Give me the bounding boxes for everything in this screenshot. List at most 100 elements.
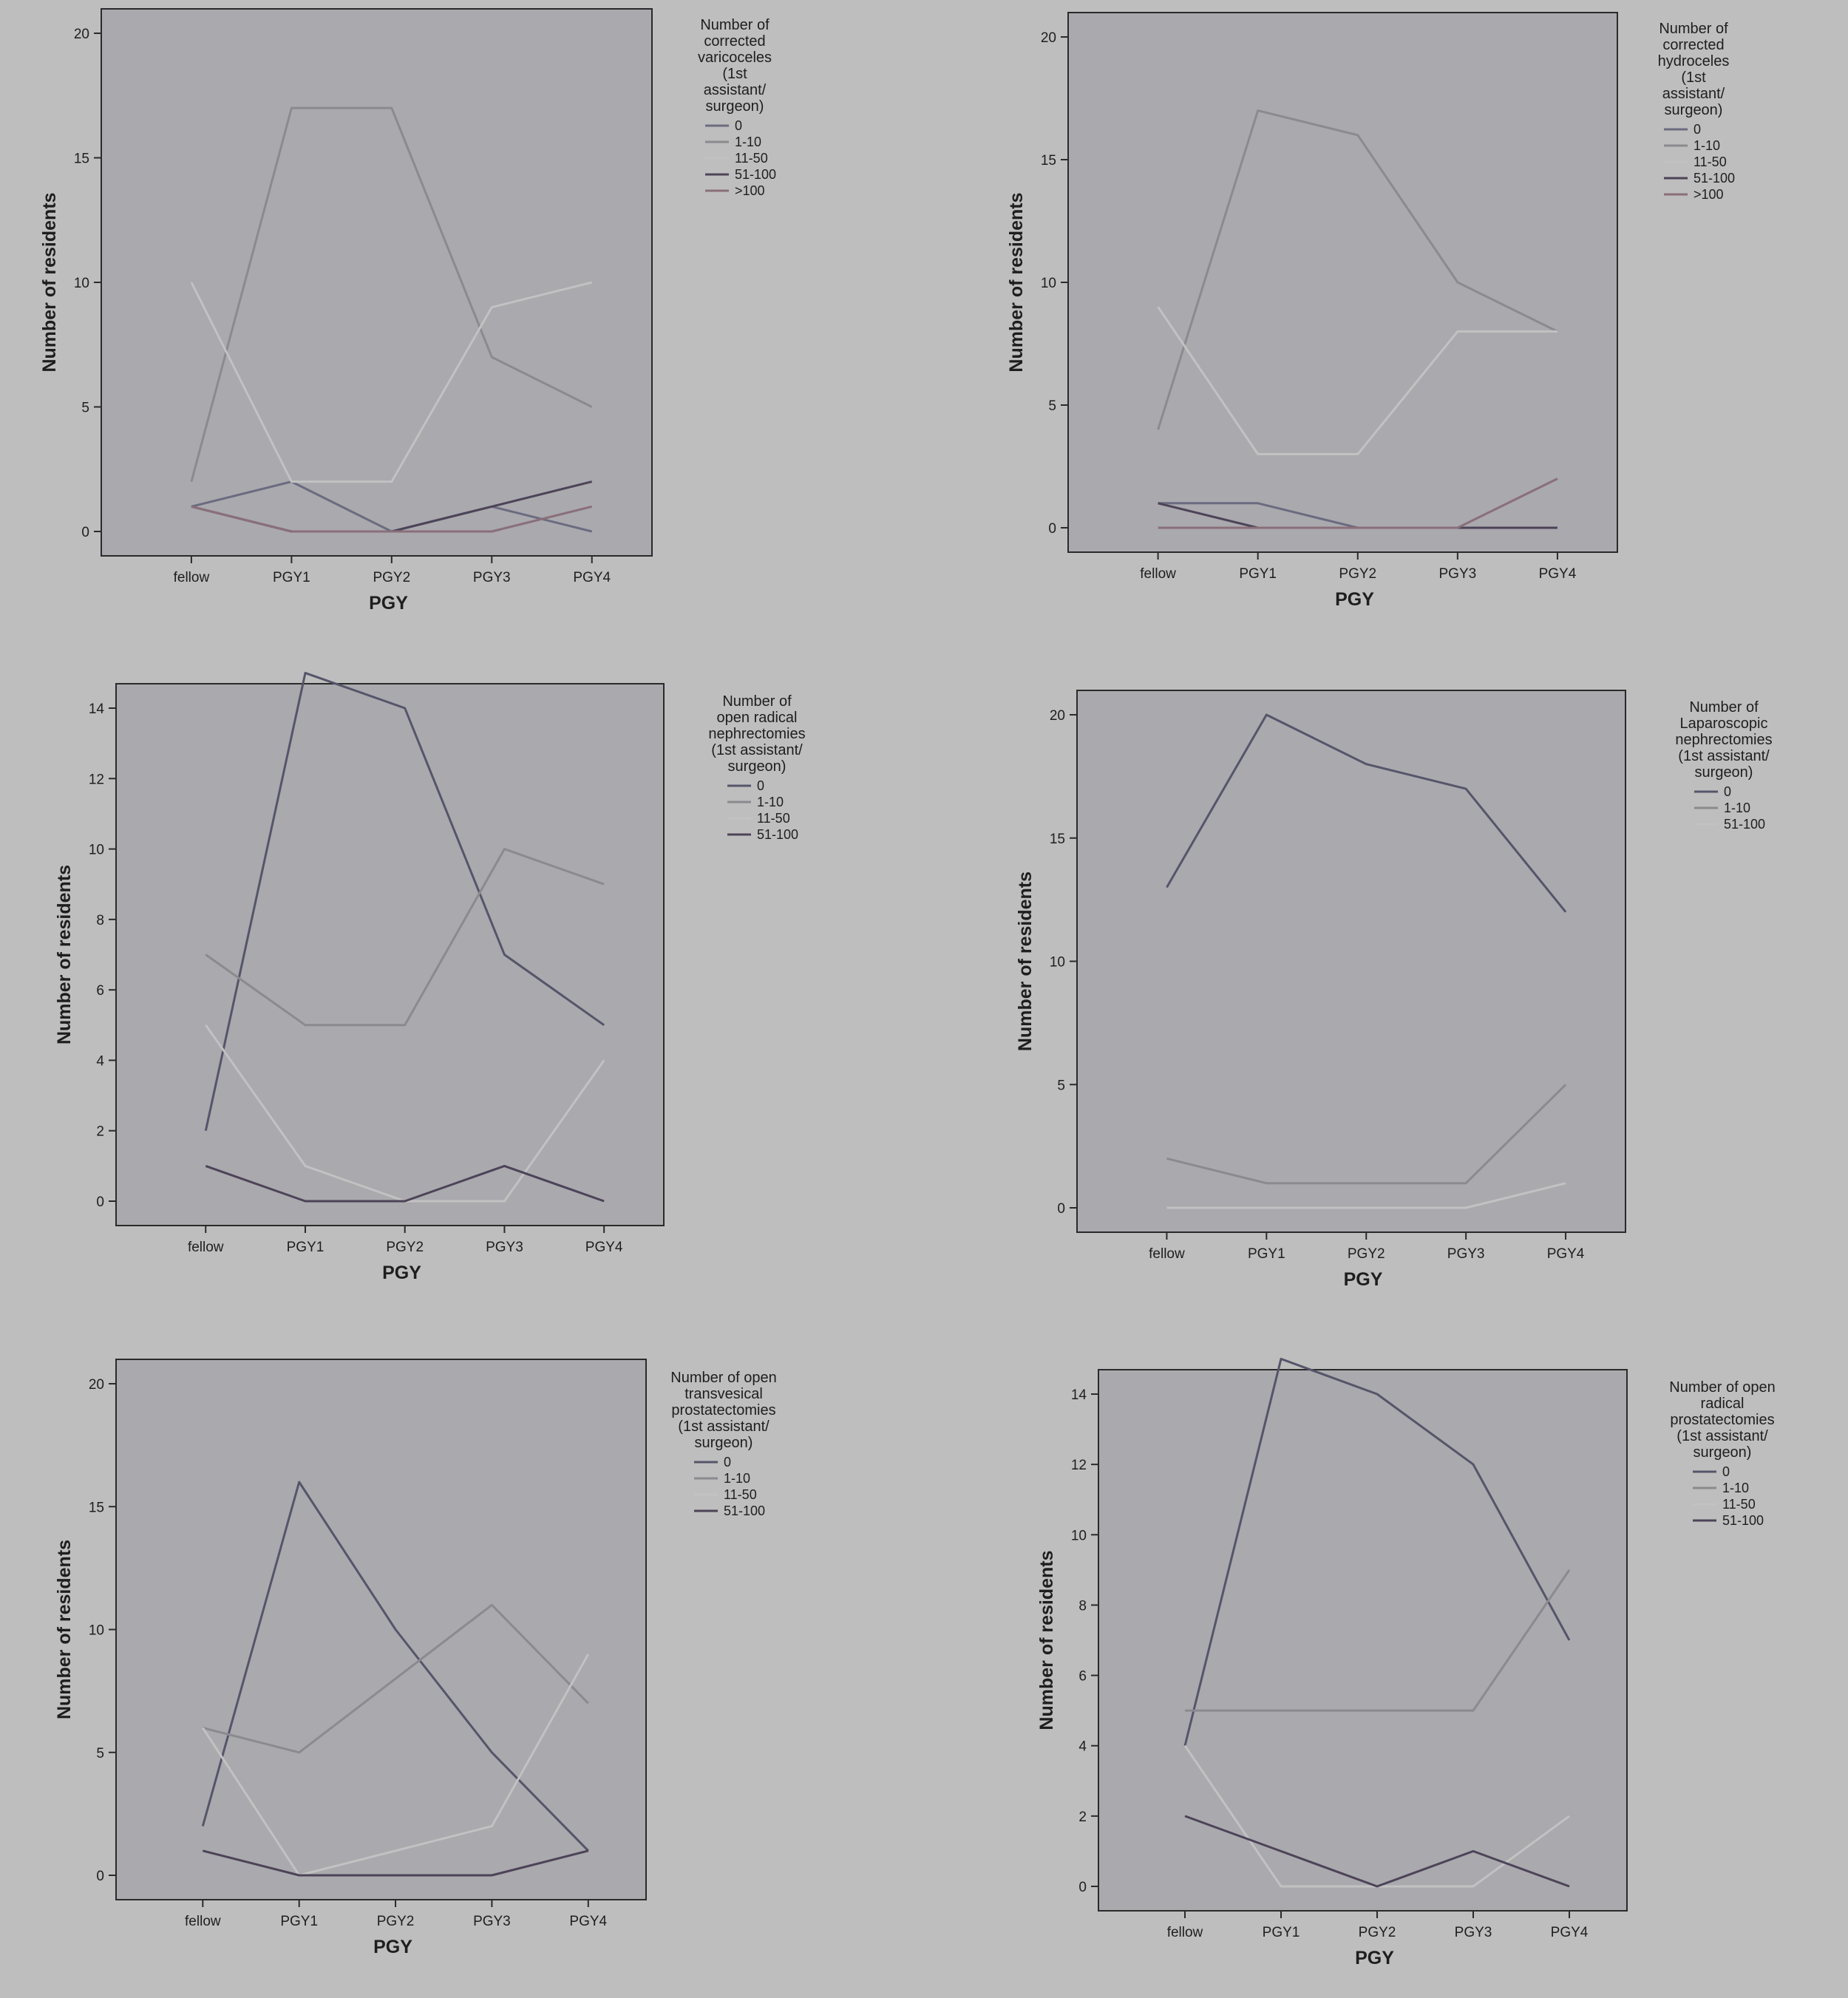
x-tick-label: PGY4	[573, 570, 611, 585]
legend-label: 1-10	[1724, 801, 1750, 815]
chart-panel-1: 0 5 10 15 20 fellow PGY1 PGY2 PGY3 PGY4 PGY Number …	[39, 8, 776, 614]
x-tick-label: PGY1	[287, 1240, 325, 1255]
y-axis-title: Number of residents	[54, 865, 75, 1044]
legend-title-line: (1st	[1681, 69, 1706, 86]
x-tick-label: PGY2	[1359, 1925, 1396, 1940]
legend-label: 1-10	[1694, 138, 1720, 153]
x-tick-label: PGY3	[473, 570, 511, 585]
series-line-4	[1184, 1815, 1570, 1888]
y-tick-label: 5	[96, 1746, 104, 1761]
x-tick-label: PGY3	[1455, 1925, 1492, 1940]
legend-label: >100	[1694, 187, 1724, 202]
legend-title-line: (1st assistant/	[1678, 748, 1770, 764]
y-tick-label: 10	[89, 1623, 104, 1639]
legend-label: 51-100	[1694, 171, 1735, 186]
x-tick-label: PGY1	[1263, 1925, 1300, 1940]
legend-title-line: prostatectomies	[671, 1402, 775, 1418]
legend-title-line: Number of	[722, 693, 792, 710]
legend-title-line: (1st	[722, 66, 747, 82]
y-tick-label: 4	[1078, 1739, 1087, 1755]
x-tick-label: PGY2	[386, 1240, 424, 1255]
y-tick-label: 10	[89, 843, 104, 858]
series-line-5	[1158, 478, 1558, 529]
legend-title-line: surgeon)	[1694, 1444, 1752, 1461]
y-tick-label: 6	[1078, 1669, 1087, 1685]
y-tick-label: 14	[1071, 1387, 1087, 1403]
legend-title-line: surgeon)	[706, 98, 764, 115]
x-tick-label: PGY2	[1339, 566, 1376, 582]
x-tick-label: PGY3	[486, 1240, 523, 1255]
plot-area	[115, 1359, 647, 1900]
y-tick-label: 15	[1050, 832, 1065, 847]
legend-title-line: Number of open	[1669, 1379, 1775, 1396]
y-tick-label: 15	[1041, 153, 1056, 169]
x-tick-label: fellow	[174, 570, 210, 585]
legend-label: 11-50	[1722, 1497, 1756, 1512]
legend-title-line: (1st assistant/	[678, 1418, 770, 1435]
x-tick-label: PGY4	[1539, 566, 1577, 582]
y-tick-label: 14	[89, 701, 105, 717]
x-axis-title: PGY	[369, 593, 408, 614]
legend-label: 1-10	[757, 795, 784, 809]
series-line-3	[1166, 1182, 1566, 1209]
legend-title-line: open radical	[717, 710, 798, 726]
legend-label: 11-50	[724, 1487, 757, 1502]
legend: Number ofcorrectedvaricoceles(1stassista…	[698, 17, 776, 198]
x-tick-label: PGY1	[1239, 566, 1277, 582]
y-tick-label: 5	[1057, 1078, 1065, 1093]
y-axis-title: Number of residents	[1006, 192, 1027, 372]
legend-title-line: corrected	[704, 33, 765, 50]
series-line-2	[205, 848, 605, 1027]
x-axis-title: PGY	[1335, 589, 1374, 610]
y-tick-label: 8	[96, 913, 104, 928]
x-axis-title: PGY	[373, 1937, 412, 1957]
series-line-3	[1157, 306, 1557, 455]
legend-label: 11-50	[735, 151, 768, 166]
legend-label: 0	[1694, 122, 1701, 137]
plot-area	[1098, 1369, 1628, 1912]
legend-title-line: Number of open	[670, 1370, 776, 1386]
x-tick-label: fellow	[1140, 566, 1176, 582]
chart-panel-6: 0 2 4 6 8 10 12 14 fellow PGY1 PGY2 PGY3 PGY4 PGY Numb…	[1036, 1357, 1776, 1968]
x-tick-label: PGY4	[1547, 1246, 1585, 1262]
y-tick-label: 0	[1048, 521, 1056, 537]
series-line-1	[204, 671, 605, 1132]
legend-label: 1-10	[724, 1471, 750, 1486]
legend-title-line: corrected	[1662, 37, 1724, 53]
legend-label: 11-50	[1694, 154, 1727, 169]
y-axis-title: Number of residents	[1015, 871, 1036, 1051]
series-line-1	[1183, 1357, 1571, 1747]
legend-label: 51-100	[757, 827, 798, 842]
x-tick-label: fellow	[1167, 1925, 1203, 1940]
x-tick-label: PGY3	[1439, 566, 1477, 582]
series-line-5	[191, 505, 593, 533]
legend-title-line: surgeon)	[728, 758, 787, 775]
y-tick-label: 2	[1078, 1810, 1087, 1825]
legend-title-line: Laparoscopic	[1680, 716, 1768, 732]
legend-label: 0	[757, 778, 764, 793]
legend-title-line: varicoceles	[698, 50, 772, 66]
y-tick-label: 15	[74, 152, 89, 167]
legend-title-line: assistant/	[1662, 86, 1725, 102]
plot-area	[115, 683, 665, 1226]
legend: Number ofcorrectedhydroceles(1stassistan…	[1658, 21, 1735, 202]
legend: Number of openradicalprostatectomies(1st…	[1669, 1379, 1775, 1528]
y-tick-label: 6	[96, 983, 104, 999]
y-tick-label: 0	[81, 525, 89, 540]
y-tick-label: 20	[89, 1377, 104, 1393]
series-line-4	[202, 1849, 589, 1877]
legend-label: 1-10	[1722, 1481, 1749, 1495]
series-line-2	[202, 1603, 589, 1754]
series-line-3	[190, 281, 593, 483]
legend-label: >100	[735, 183, 765, 198]
y-tick-label: 0	[1057, 1201, 1065, 1217]
series-line-2	[1157, 109, 1558, 430]
y-tick-label: 20	[1050, 708, 1065, 724]
series-line-2	[190, 106, 593, 482]
series-line-1	[201, 1481, 589, 1852]
y-tick-label: 5	[1048, 398, 1056, 414]
legend-label: 1-10	[735, 135, 761, 149]
